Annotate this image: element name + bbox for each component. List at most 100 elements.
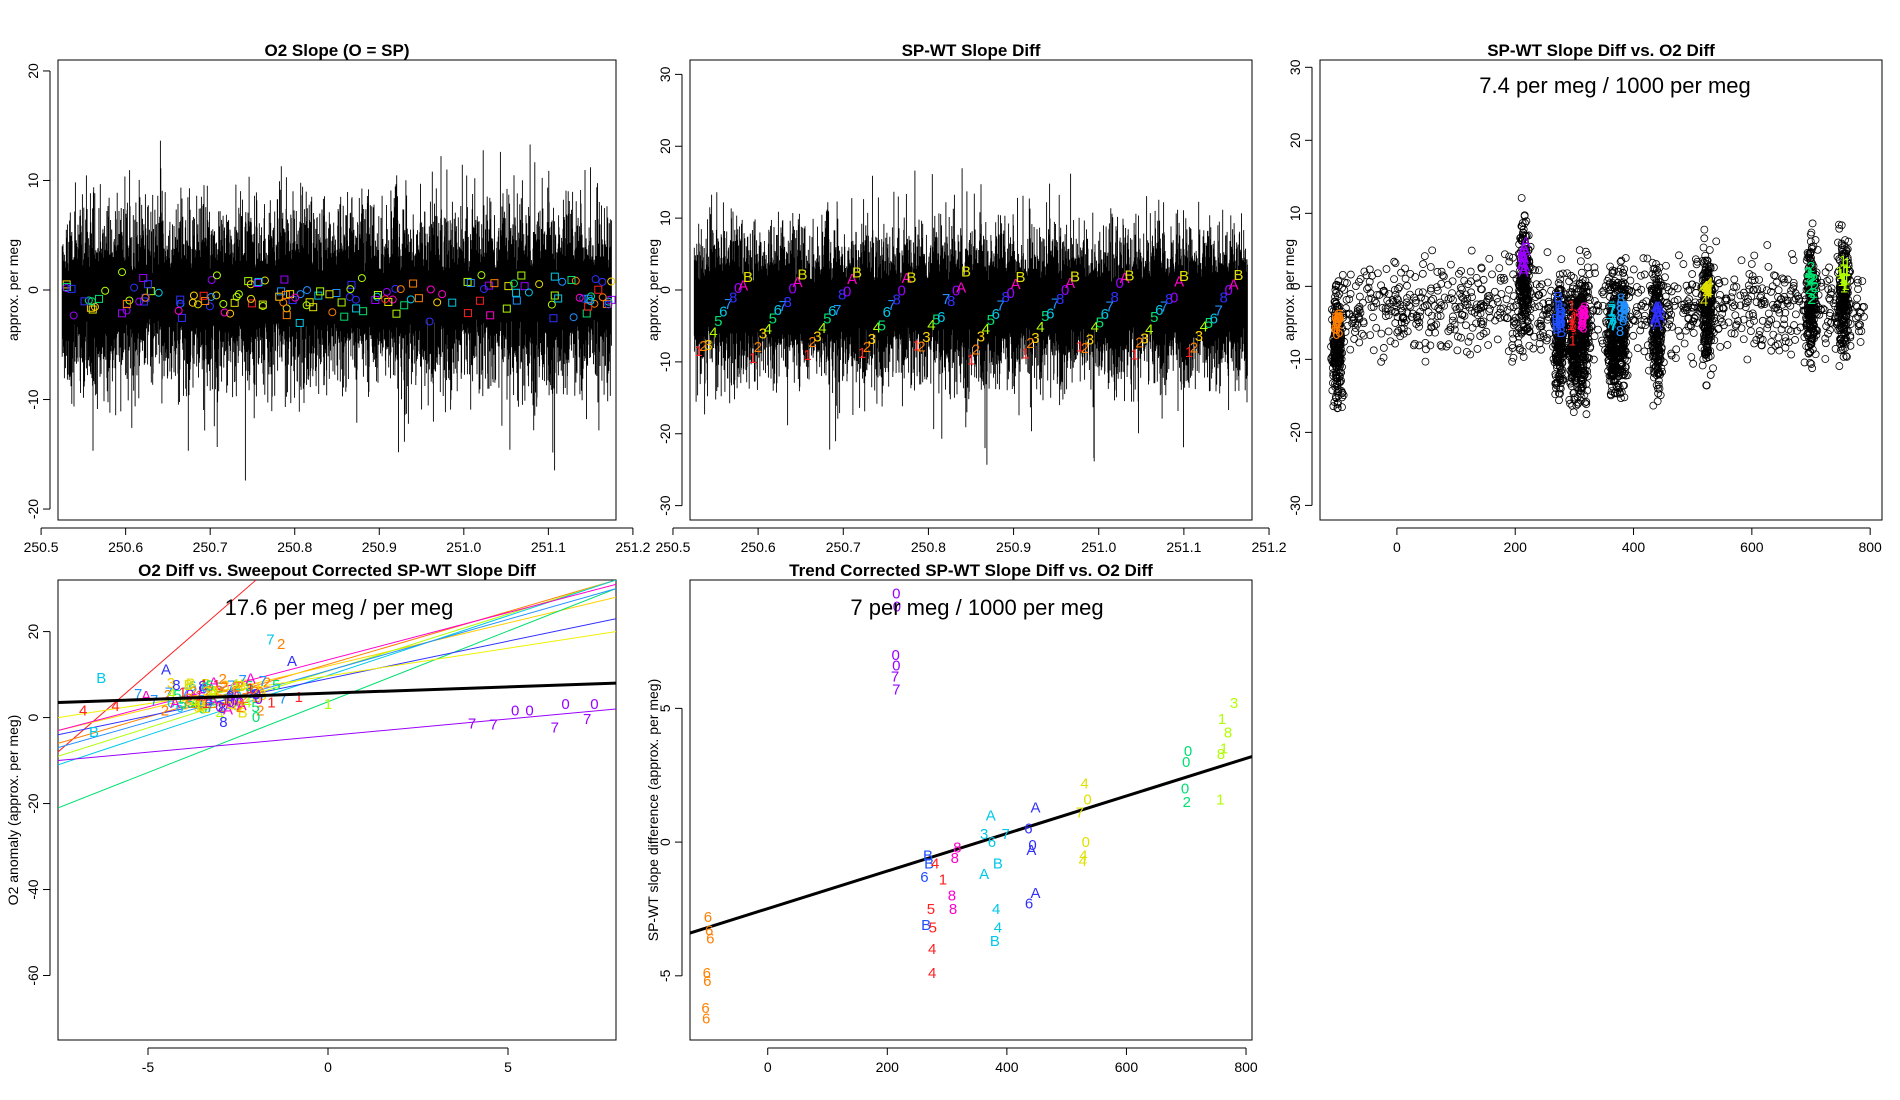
scatter-point [1842, 352, 1851, 361]
labeled-point: A [161, 662, 171, 679]
cycle-label: 5 [1096, 315, 1104, 332]
scatter-point [1333, 310, 1342, 319]
cluster-label: 1 [1572, 307, 1580, 324]
cycle-label: 1 [858, 345, 866, 362]
scatter-point [1339, 311, 1348, 320]
cycle-mean-square [512, 288, 521, 297]
scatter-point [1351, 324, 1360, 332]
scatter-point [1532, 280, 1541, 289]
scatter-point [1426, 263, 1435, 271]
scatter-point [1841, 339, 1850, 348]
cluster-label: 1 [1569, 333, 1577, 350]
cycle-mean-square [282, 311, 291, 320]
scatter-point [1330, 297, 1339, 306]
scatter-point [1636, 326, 1645, 335]
cycle-mean-square [295, 318, 304, 327]
cycle-mean-square [502, 304, 511, 313]
cycle-label: 4 [709, 324, 717, 341]
cycle-label: A [902, 270, 912, 287]
labeled-point: 0 [1182, 754, 1190, 771]
scatter-point [1809, 320, 1818, 329]
cycle-label: 5 [878, 317, 886, 334]
scatter-point [1503, 314, 1512, 322]
scatter-point [1383, 296, 1392, 305]
scatter-point [1838, 311, 1847, 319]
cycle-point-label: 5 [245, 678, 253, 695]
scatter-point [1518, 222, 1526, 231]
x-tick-label: 800 [1234, 1059, 1258, 1075]
scatter-point [1486, 313, 1495, 322]
scatter-point [1824, 317, 1832, 326]
scatter-point [1745, 285, 1754, 294]
cluster-label: B [1556, 324, 1566, 341]
scatter-point [1332, 299, 1341, 308]
scatter-point [1461, 301, 1470, 310]
cycle-mean-circle [357, 274, 366, 283]
chart-title: Trend Corrected SP-WT Slope Diff vs. O2 … [789, 561, 1153, 580]
scatter-point [1355, 306, 1364, 314]
cycle-point-label: 0 [226, 694, 234, 711]
cycle-point-label: 0 [215, 698, 223, 715]
scatter-point [1483, 295, 1492, 304]
cluster-label: 2 [1807, 291, 1815, 308]
scatter-point [1687, 303, 1696, 312]
scatter-point [1700, 259, 1708, 267]
scatter-point [1667, 310, 1676, 319]
cycle-point-label: A [246, 671, 256, 688]
scatter-point [1657, 364, 1666, 373]
labeled-point: A [986, 807, 996, 824]
scatter-point [1579, 369, 1588, 378]
cycle-label: 8 [838, 287, 846, 304]
scatter-point [1604, 367, 1613, 375]
scatter-point [1806, 348, 1815, 357]
scatter-point [1762, 286, 1771, 295]
scatter-point [1364, 295, 1373, 304]
scatter-point [1656, 391, 1665, 400]
cluster-label: 6 [1335, 307, 1343, 324]
scatter-point [1806, 255, 1815, 264]
scatter-point [1619, 288, 1628, 297]
scatter-point [1556, 389, 1564, 398]
slope-annotation: 7.4 per meg / 1000 per meg [1479, 73, 1751, 98]
y-tick-label: 0 [1287, 282, 1303, 290]
cycle-mean-circle [590, 299, 599, 308]
labeled-point: 6 [704, 909, 712, 926]
scatter-point [1400, 318, 1409, 327]
scatter-point [1524, 295, 1533, 304]
scatter-point [1394, 295, 1402, 304]
scatter-point [1737, 324, 1746, 333]
scatter-point [1616, 353, 1625, 362]
cluster-label: B [1555, 309, 1565, 326]
cycle-mean-circle [302, 301, 311, 310]
cycle-mean-square [254, 277, 263, 286]
scatter-point [1618, 291, 1627, 300]
cycle-point-label: 6 [234, 686, 242, 703]
cluster-label: 2 [1807, 273, 1815, 290]
scatter-point [1575, 314, 1584, 323]
labeled-point: 6 [701, 1000, 709, 1017]
cycle-label: B [743, 269, 753, 286]
x-tick-label: 400 [995, 1059, 1019, 1075]
cluster-label: 4 [1702, 281, 1710, 298]
scatter-point [1614, 364, 1623, 373]
cluster-label: 6 [1331, 309, 1339, 326]
cluster-label: A [1656, 303, 1666, 320]
scatter-point [1455, 269, 1463, 278]
labeled-point: 0 [891, 647, 899, 664]
scatter-point [1577, 383, 1586, 391]
cycle-point-label: 5 [222, 691, 230, 708]
cluster-label: 1 [1567, 317, 1575, 334]
cycle-mean-circle [535, 280, 544, 289]
scatter-point [1689, 317, 1698, 326]
cycle-point-label: 1 [193, 695, 201, 712]
cycle-point-label: 2 [256, 684, 264, 701]
x-tick-label: 251.0 [1081, 539, 1116, 555]
scatter-point [1699, 314, 1708, 323]
cycle-label: 2 [699, 338, 707, 355]
cycle-point-label: B [240, 677, 250, 694]
scatter-point [1509, 270, 1518, 279]
cycle-label: B [1125, 268, 1135, 285]
cycle-point-label: B [238, 705, 248, 722]
scatter-point [1557, 310, 1566, 319]
cycle-point-label: 7 [181, 684, 189, 701]
